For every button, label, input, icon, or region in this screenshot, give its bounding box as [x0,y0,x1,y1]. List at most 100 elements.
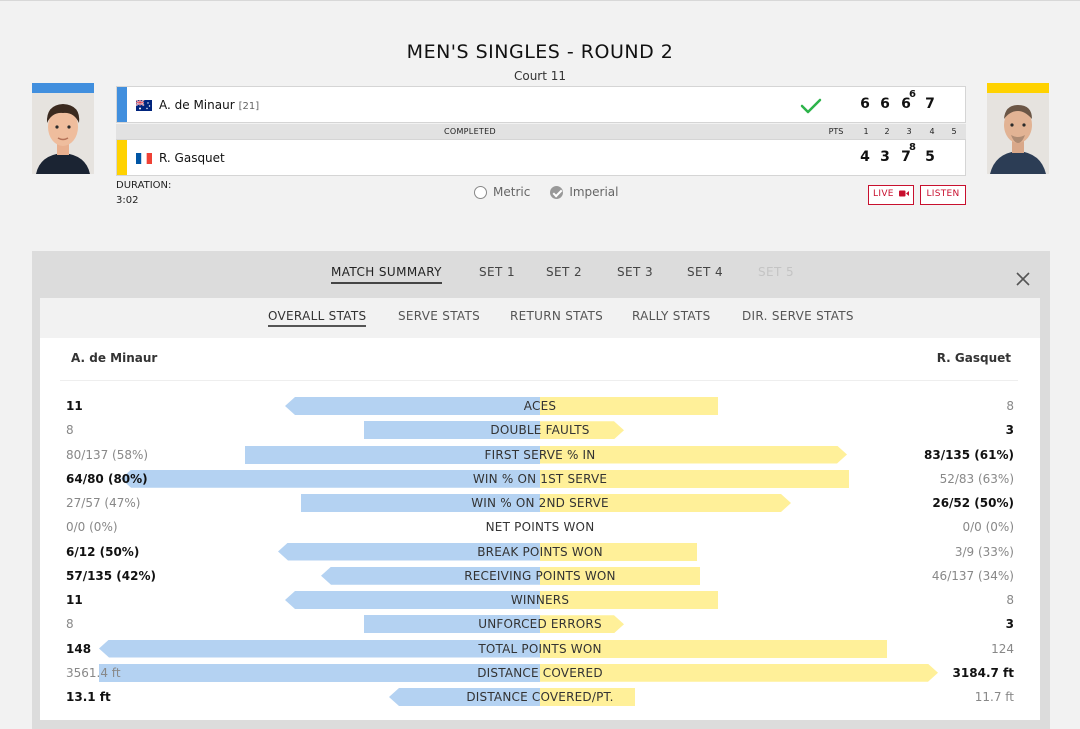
stat-value-right: 8 [1006,399,1014,413]
stat-bar-left [321,566,540,585]
stat-value-right: 52/83 (63%) [939,471,1014,486]
stat-bar-left [245,445,540,464]
stat-value-left: 8 [66,423,74,438]
metric-radio[interactable] [474,185,487,199]
stat-row: FIRST SERVE % IN 80/137 (58%) 83/135 (61%) [40,445,1040,465]
tab-set-4[interactable]: SET 4 [687,265,723,279]
stat-bar-left [364,421,540,440]
player-color-bar [32,83,94,93]
stats-right-player: R. Gasquet [936,351,1011,365]
imperial-radio[interactable] [550,185,564,199]
stat-label: WIN % ON 2ND SERVE [471,496,609,510]
stat-row: UNFORCED ERRORS 8 3 [40,614,1040,634]
stat-row: WIN % ON 2ND SERVE 27/57 (47%) 26/52 (50%) [40,493,1040,513]
stat-value-left: 8 [66,617,74,632]
winner-check-icon [800,98,822,114]
unit-toggle: Metric Imperial [474,185,619,199]
stat-bar-left [301,494,540,512]
player-photo-left [32,83,94,174]
tab-serve-stats[interactable]: SERVE STATS [398,309,481,323]
set-score: 7 [925,96,935,112]
col-header-set: 2 [884,127,890,136]
video-camera-icon [898,190,909,197]
stat-value-left: 27/57 (47%) [66,496,141,510]
tab-overall-stats[interactable]: OVERALL STATS [268,309,367,327]
stat-label: FIRST SERVE % IN [484,447,596,462]
stat-bar-right [540,639,887,658]
stat-value-left: 13.1 ft [66,690,111,704]
set-score: 6 [880,96,890,112]
match-status-strip: COMPLETED PTS 1 2 3 4 5 [116,124,966,139]
stat-value-right: 3/9 (33%) [954,544,1014,559]
stat-bar-left [99,639,540,658]
stat-value-right: 3 [1005,423,1014,438]
australia-flag-icon [136,100,152,111]
col-header-pts: PTS [828,127,844,136]
stat-bar-right [540,397,718,415]
avatar-icon [987,93,1049,174]
stat-row: BREAK POINTS WON 6/12 (50%) 3/9 (33%) [40,542,1040,562]
tab-match-summary[interactable]: MATCH SUMMARY [331,265,442,284]
stat-value-left: 148 [66,641,92,656]
stat-bar-left [278,542,540,561]
duration-value: 3:02 [116,195,139,206]
stat-value-left: 11 [66,593,83,607]
france-flag-icon [136,153,152,164]
tab-set-5: SET 5 [758,265,794,279]
stat-bar-right [540,494,791,512]
close-icon[interactable] [1015,271,1031,287]
court-label: Court 11 [513,69,567,83]
stat-value-left: 64/80 (80%) [66,471,148,486]
stats-content: OVERALL STATS SERVE STATS RETURN STATS R… [40,298,1040,720]
stat-category-tabs: OVERALL STATS SERVE STATS RETURN STATS R… [40,298,1040,338]
stat-row: DISTANCE COVERED 3561.4 ft 3184.7 ft [40,663,1040,683]
stat-value-left: 57/135 (42%) [66,568,156,583]
stat-value-left: 11 [66,399,83,413]
stat-row: NET POINTS WON 0/0 (0%) 0/0 (0%) [40,517,1040,537]
stat-value-left: 0/0 (0%) [66,520,118,535]
stat-bar-right [540,591,718,609]
tab-return-stats[interactable]: RETURN STATS [510,309,604,323]
stat-bar-left [121,469,540,488]
metric-label[interactable]: Metric [493,185,531,199]
stat-label: UNFORCED ERRORS [478,617,602,632]
stat-value-right: 0/0 (0%) [962,520,1014,535]
stat-value-right: 124 [991,641,1014,656]
col-header-set: 3 [906,127,912,136]
stat-bar-right [540,688,635,706]
player-accent-bar [117,140,127,175]
stat-bar-right [540,542,697,561]
player-name: R. Gasquet [159,151,225,165]
stat-label: NET POINTS WON [485,520,595,535]
stat-row: RECEIVING POINTS WON 57/135 (42%) 46/137 (… [40,566,1040,586]
stat-value-right: 8 [1006,593,1014,607]
tiebreak-score: 6 [909,89,916,100]
stat-label: DISTANCE COVERED [477,665,603,680]
stat-row: DOUBLE FAULTS 8 3 [40,420,1040,440]
live-video-button[interactable]: LIVE [868,185,914,205]
imperial-label[interactable]: Imperial [569,185,619,199]
player-accent-bar [117,87,127,122]
player-name: A. de Minaur [21] [159,98,260,112]
tab-set-3[interactable]: SET 3 [617,265,653,279]
stat-bar-right [540,566,700,585]
stat-label: BREAK POINTS WON [477,544,603,559]
divider [60,380,1018,381]
stat-row: ACES 11 8 [40,396,1040,416]
duration-label: DURATION: [116,180,172,191]
tab-set-1[interactable]: SET 1 [479,265,515,279]
tab-dir-serve-stats[interactable]: DIR. SERVE STATS [742,309,854,323]
stat-value-left: 80/137 (58%) [66,447,149,462]
stats-panel: MATCH SUMMARY SET 1 SET 2 SET 3 SET 4 SE… [32,251,1050,729]
stat-bar-right [540,664,938,682]
stat-bar-right [540,421,624,439]
player-photo-right [987,83,1049,174]
stat-row: TOTAL POINTS WON 148 124 [40,639,1040,659]
listen-button[interactable]: LISTEN [920,185,966,205]
stat-bar-left [99,663,540,682]
tab-rally-stats[interactable]: RALLY STATS [632,309,711,323]
stat-label: TOTAL POINTS WON [478,641,602,656]
tab-set-2[interactable]: SET 2 [546,265,582,279]
